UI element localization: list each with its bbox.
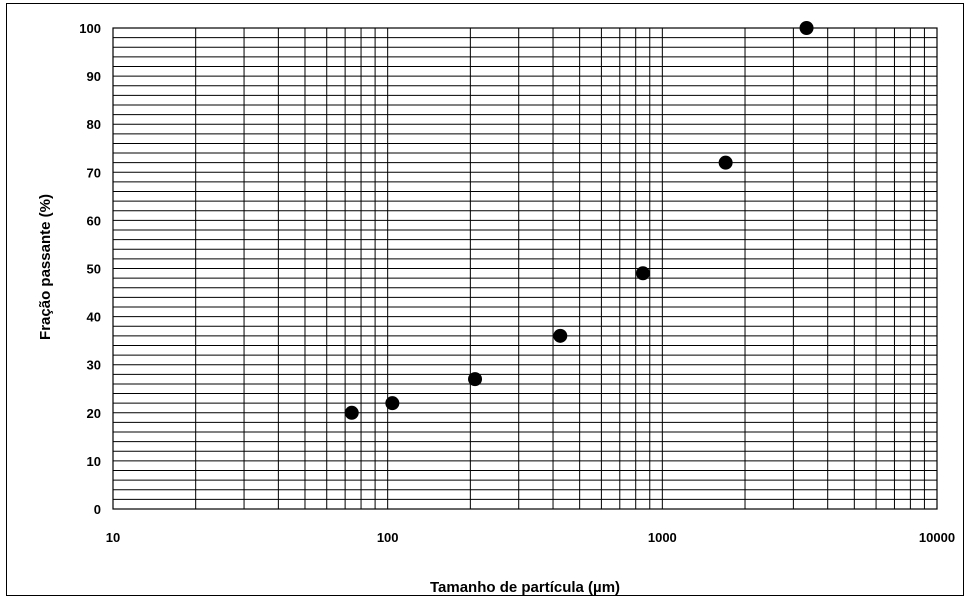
y-tick-label: 40 (87, 310, 101, 325)
grid (112, 27, 937, 510)
y-tick-label: 80 (87, 117, 101, 132)
x-tick-labels: 10 100 1000 10000 (106, 530, 955, 545)
data-point (344, 405, 359, 420)
data-point (385, 396, 400, 411)
data-points (344, 21, 814, 420)
x-tick-label: 1000 (648, 530, 677, 545)
data-point (718, 155, 733, 170)
y-axis-label: Fração passante (%) (37, 194, 54, 340)
y-tick-label: 20 (87, 406, 101, 421)
y-tick-label: 50 (87, 262, 101, 277)
y-tick-label: 10 (87, 454, 101, 469)
data-point (468, 372, 483, 387)
y-tick-label: 0 (94, 502, 101, 517)
y-tick-labels: 0 10 20 30 40 50 60 70 80 90 100 (79, 21, 101, 517)
x-axis-label: Tamanho de partícula (µm) (430, 579, 620, 596)
x-tick-label: 100 (377, 530, 399, 545)
y-tick-label: 30 (87, 358, 101, 373)
plot-area-border (112, 27, 938, 510)
y-tick-label: 60 (87, 213, 101, 228)
chart-frame (6, 3, 964, 596)
data-point (635, 266, 650, 281)
x-tick-label: 10000 (919, 530, 955, 545)
y-tick-label: 90 (87, 69, 101, 84)
data-point (799, 21, 814, 35)
y-tick-label: 70 (87, 165, 101, 180)
x-tick-label: 10 (106, 530, 120, 545)
data-point (553, 328, 568, 343)
y-tick-label: 100 (79, 21, 101, 36)
